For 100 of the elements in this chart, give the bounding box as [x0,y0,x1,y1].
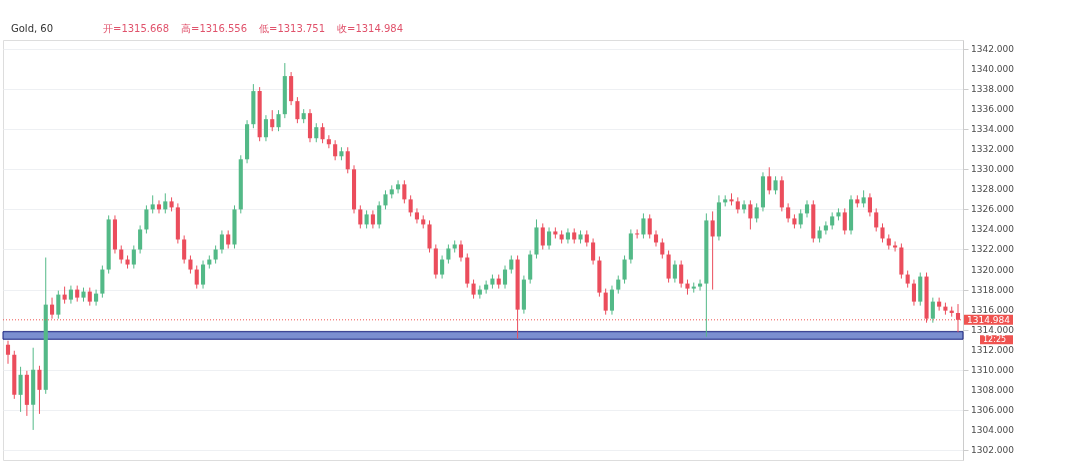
candlestick [565,227,570,244]
candlestick [767,166,772,195]
candlestick [502,265,508,290]
candlestick [326,134,331,149]
candlestick [5,340,11,365]
candlestick [786,202,791,223]
y-tick-label: 1340.000 [971,64,1015,75]
text: 收=1314.984 [337,23,404,34]
candlestick [754,202,759,223]
candlestick [276,109,281,132]
candlestick [226,229,231,249]
chart-title: Gold, 60 [11,23,54,34]
candlestick [603,288,608,316]
candlestick [194,265,199,290]
candlestick [911,279,917,307]
candlestick [609,285,615,316]
candlestick [937,297,942,312]
text: 12:25 [983,334,1007,344]
candlestick [653,229,659,247]
candlestick [622,255,627,285]
candlestick [458,239,464,263]
y-tick-label: 1342.000 [971,44,1015,55]
ref-line-label: 1314.984 [967,314,1011,325]
candlestick [219,229,224,255]
y-tick-label: 1338.000 [971,84,1015,95]
candlestick [867,192,872,217]
candlestick [616,275,621,295]
y-tick-label: 1328.000 [971,184,1015,195]
candlestick [742,199,747,214]
candlestick [773,175,778,195]
candlestick [710,210,715,291]
candlestick [358,204,363,229]
candlestick [364,209,369,229]
candlestick [893,240,898,252]
candlestick [823,220,828,235]
candlestick [320,122,325,144]
candlestick [263,114,268,142]
candlestick [18,366,23,413]
candlestick [748,199,753,230]
candlestick [131,244,136,270]
y-tick-label: 1310.000 [971,364,1015,375]
candlestick [87,287,92,307]
candlestick [477,285,482,300]
candlestick [333,139,338,161]
candlestick [345,146,350,174]
candlestick [672,260,677,284]
candlestick [874,207,879,232]
candlestick [547,226,552,250]
candlestick [213,244,218,265]
candlestick [408,194,413,217]
text: 高=1316.556 [181,23,248,34]
y-tick-label: 1320.000 [971,264,1015,275]
candlestick [471,279,476,300]
candlestick [396,179,401,194]
y-tick-label: 1330.000 [971,164,1015,175]
candlestick [188,255,193,275]
candlestick [119,244,124,265]
y-tick-label: 1326.000 [971,204,1015,215]
candlestick [314,122,319,143]
y-tick-label: 1334.000 [971,124,1015,135]
candlestick [842,207,847,235]
candlestick [660,237,665,260]
y-tick-label: 1306.000 [971,404,1015,415]
candlestick [377,200,382,229]
y-tick-label: 1304.000 [971,424,1015,435]
y-tick-label: 1332.000 [971,144,1015,155]
candlestick [138,224,143,255]
candlestick [635,228,640,239]
y-tick-label: 1322.000 [971,244,1015,255]
y-tick-label: 1308.000 [971,384,1015,395]
candlestick [370,209,375,229]
text: 开=1315.668 [103,23,170,34]
candlestick [402,179,407,204]
candlestick [509,255,514,275]
y-tick-label: 1314.000 [971,324,1015,335]
candlestick [68,285,73,305]
y-tick-label: 1336.000 [971,104,1015,115]
candlestick [295,96,300,124]
candlestick [156,199,162,214]
candlestick [56,290,61,320]
candlestick [200,260,206,290]
candlestick [270,109,275,132]
y-tick-label: 1316.000 [971,304,1015,315]
candlestick [182,234,187,265]
candlestick [144,204,149,234]
candlestick [591,237,596,266]
candlestick [414,207,419,224]
y-tick-label: 1302.000 [971,444,1015,455]
candlestick [150,194,155,214]
y-tick-label: 1312.000 [971,344,1015,355]
candlestick [383,189,388,210]
text: 低=1313.751 [259,23,326,34]
candlestick [641,212,646,239]
candlestick [804,199,810,218]
candlestick [798,208,803,229]
candlestick [698,279,703,292]
y-tick-label: 1324.000 [971,224,1015,235]
candlestick [679,260,684,289]
candlestick [440,255,445,280]
y-tick-label: 1318.000 [971,284,1015,295]
